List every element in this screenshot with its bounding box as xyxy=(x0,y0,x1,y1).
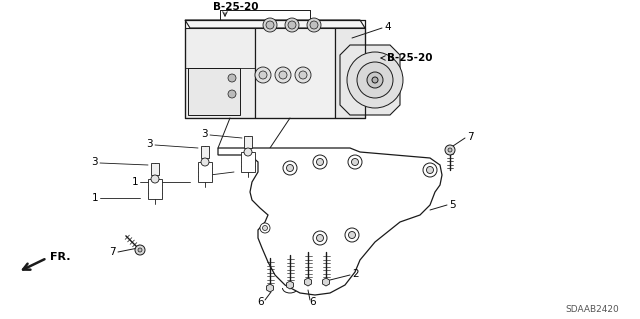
Circle shape xyxy=(310,21,318,29)
Circle shape xyxy=(201,158,209,166)
Polygon shape xyxy=(323,278,330,286)
Circle shape xyxy=(255,67,271,83)
Text: FR.: FR. xyxy=(50,252,70,262)
Circle shape xyxy=(135,245,145,255)
Circle shape xyxy=(262,226,268,231)
Text: 7: 7 xyxy=(467,132,474,142)
Bar xyxy=(241,152,255,172)
Circle shape xyxy=(351,159,358,166)
Circle shape xyxy=(445,145,455,155)
Circle shape xyxy=(151,175,159,183)
Text: 1: 1 xyxy=(202,170,208,180)
Polygon shape xyxy=(255,28,335,118)
Circle shape xyxy=(313,155,327,169)
Polygon shape xyxy=(188,68,240,115)
Polygon shape xyxy=(266,284,273,292)
Polygon shape xyxy=(287,281,294,289)
Polygon shape xyxy=(185,28,255,118)
Circle shape xyxy=(260,223,270,233)
Circle shape xyxy=(348,155,362,169)
Circle shape xyxy=(285,18,299,32)
Bar xyxy=(244,136,252,148)
Circle shape xyxy=(228,90,236,98)
Bar xyxy=(195,75,207,82)
Text: B-25-20: B-25-20 xyxy=(387,53,433,63)
Text: 2: 2 xyxy=(352,269,358,279)
Circle shape xyxy=(287,165,294,172)
Circle shape xyxy=(313,231,327,245)
Text: 1: 1 xyxy=(131,177,138,187)
Polygon shape xyxy=(335,28,365,118)
Circle shape xyxy=(266,21,274,29)
Circle shape xyxy=(244,148,252,156)
Circle shape xyxy=(347,52,403,108)
Bar xyxy=(198,162,212,182)
Circle shape xyxy=(448,148,452,152)
Text: 7: 7 xyxy=(109,247,116,257)
Circle shape xyxy=(317,234,323,241)
Text: B-25-20: B-25-20 xyxy=(213,2,259,12)
Circle shape xyxy=(259,71,267,79)
Text: 6: 6 xyxy=(258,297,264,307)
Text: 3: 3 xyxy=(202,129,208,139)
Circle shape xyxy=(263,18,277,32)
Circle shape xyxy=(279,71,287,79)
Text: SDAAB2420: SDAAB2420 xyxy=(565,306,619,315)
Polygon shape xyxy=(340,45,400,115)
Circle shape xyxy=(349,232,355,239)
Circle shape xyxy=(307,18,321,32)
Polygon shape xyxy=(185,20,365,28)
Circle shape xyxy=(275,67,291,83)
Circle shape xyxy=(228,74,236,82)
Text: 1: 1 xyxy=(92,193,98,203)
Bar xyxy=(195,93,207,100)
Circle shape xyxy=(357,62,393,98)
Bar xyxy=(195,102,207,109)
Polygon shape xyxy=(218,148,442,295)
Circle shape xyxy=(299,71,307,79)
Text: 3: 3 xyxy=(147,139,153,149)
Circle shape xyxy=(138,248,142,252)
Circle shape xyxy=(288,21,296,29)
Bar xyxy=(201,146,209,158)
Bar xyxy=(195,84,207,91)
Circle shape xyxy=(372,77,378,83)
Bar xyxy=(151,163,159,175)
Circle shape xyxy=(367,72,383,88)
Circle shape xyxy=(345,228,359,242)
Circle shape xyxy=(317,159,323,166)
Circle shape xyxy=(423,163,437,177)
Text: 4: 4 xyxy=(384,22,390,32)
Bar xyxy=(148,179,162,199)
Circle shape xyxy=(283,161,297,175)
Text: 3: 3 xyxy=(92,157,98,167)
Circle shape xyxy=(426,167,433,174)
Text: 5: 5 xyxy=(449,200,456,210)
Polygon shape xyxy=(305,278,312,286)
Circle shape xyxy=(295,67,311,83)
Text: 6: 6 xyxy=(310,297,316,307)
